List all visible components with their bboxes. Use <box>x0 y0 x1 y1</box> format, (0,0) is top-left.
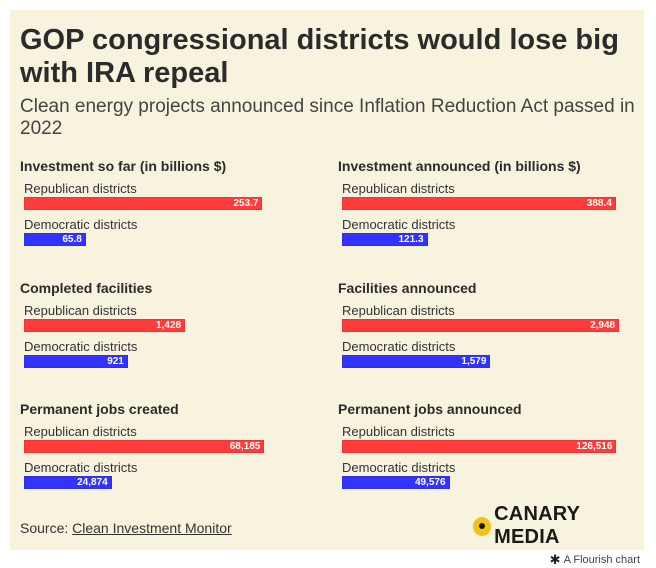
bar-republican[interactable]: 1,428 <box>24 319 186 332</box>
bar-republican[interactable]: 68,185 <box>24 440 265 453</box>
chart-subtitle: Clean energy projects announced since In… <box>20 96 635 139</box>
bar-value-label: 388.4 <box>586 198 612 209</box>
chart-title: GOP congressional districts would lose b… <box>20 24 619 89</box>
bar-democratic[interactable]: 24,874 <box>24 476 112 489</box>
category-label: Democratic districts <box>24 217 138 232</box>
panel-title: Completed facilities <box>20 280 153 296</box>
bar-value-label: 49,576 <box>414 477 446 488</box>
canary-media-logo[interactable]: CANARY MEDIA <box>473 503 644 548</box>
chart-panel: Investment announced (in billions $) Repu… <box>338 158 634 268</box>
bar-republican[interactable]: 126,516 <box>342 440 617 453</box>
bar-republican[interactable]: 388.4 <box>342 197 616 210</box>
source-prefix: Source: <box>20 520 73 536</box>
logo-text: CANARY MEDIA <box>494 503 580 548</box>
category-label: Republican districts <box>342 424 455 439</box>
category-label: Democratic districts <box>342 460 456 475</box>
bar-republican[interactable]: 253.7 <box>24 197 263 210</box>
category-label: Republican districts <box>24 181 137 196</box>
flourish-asterisk-icon: ✱ <box>549 552 561 567</box>
chart-card: GOP congressional districts would lose b… <box>10 10 644 550</box>
chart-panel: Investment so far (in billions $) Republi… <box>20 158 316 268</box>
category-label: Democratic districts <box>24 339 138 354</box>
category-label: Republican districts <box>24 303 137 318</box>
bar-value-label: 65.8 <box>62 234 82 245</box>
category-label: Democratic districts <box>342 217 456 232</box>
category-label: Republican districts <box>24 424 137 439</box>
chart-panel: Facilities announced Republican districts… <box>338 280 634 390</box>
bar-value-label: 253.7 <box>233 198 259 209</box>
panel-title: Investment so far (in billions $) <box>20 158 227 174</box>
bar-democratic[interactable]: 1,579 <box>342 355 491 368</box>
bar-value-label: 24,874 <box>77 477 108 488</box>
category-label: Republican districts <box>342 181 455 196</box>
panel-title: Permanent jobs created <box>20 401 179 417</box>
bar-value-label: 126,516 <box>576 441 613 452</box>
bar-value-label: 921 <box>107 356 124 367</box>
canary-logo-icon <box>473 516 492 536</box>
bar-value-label: 68,185 <box>229 441 261 452</box>
bar-value-label: 121.3 <box>398 234 424 245</box>
bar-democratic[interactable]: 921 <box>24 355 128 368</box>
category-label: Republican districts <box>342 303 455 318</box>
bar-democratic[interactable]: 65.8 <box>24 233 86 246</box>
chart-panel: Completed facilities Republican districts… <box>20 280 316 390</box>
bar-value-label: 1,428 <box>156 320 182 331</box>
chart-panel: Permanent jobs announced Republican distr… <box>338 401 634 511</box>
category-label: Democratic districts <box>342 339 456 354</box>
flourish-credit-text: A Flourish chart <box>563 554 640 566</box>
source-note: Source: Clean Investment Monitor <box>20 520 232 536</box>
panel-title: Permanent jobs announced <box>338 401 522 417</box>
source-link[interactable]: Clean Investment Monitor <box>72 520 232 536</box>
bar-republican[interactable]: 2,948 <box>342 319 620 332</box>
bar-democratic[interactable]: 121.3 <box>342 233 428 246</box>
bar-democratic[interactable]: 49,576 <box>342 476 450 489</box>
bar-value-label: 2,948 <box>590 320 616 331</box>
bar-value-label: 1,579 <box>461 356 487 367</box>
panel-title: Investment announced (in billions $) <box>338 158 581 174</box>
category-label: Democratic districts <box>24 460 138 475</box>
panel-title: Facilities announced <box>338 280 477 296</box>
flourish-credit[interactable]: ✱ A Flourish chart <box>550 552 640 568</box>
chart-panel: Permanent jobs created Republican distric… <box>20 401 316 511</box>
